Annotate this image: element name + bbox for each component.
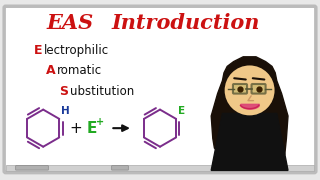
Polygon shape xyxy=(243,107,256,113)
FancyBboxPatch shape xyxy=(252,84,266,94)
Text: E: E xyxy=(34,44,42,57)
Text: E: E xyxy=(178,106,185,116)
Text: E: E xyxy=(87,121,97,136)
Text: EAS: EAS xyxy=(47,13,94,33)
Text: H: H xyxy=(61,106,70,116)
FancyBboxPatch shape xyxy=(233,84,247,94)
Text: A: A xyxy=(46,64,56,77)
Polygon shape xyxy=(211,57,288,164)
Text: +: + xyxy=(70,121,83,136)
Text: lectrophilic: lectrophilic xyxy=(44,44,109,57)
Text: S: S xyxy=(59,85,68,98)
Circle shape xyxy=(225,66,275,115)
FancyBboxPatch shape xyxy=(112,166,128,170)
Text: Introduction: Introduction xyxy=(111,13,260,33)
Text: romatic: romatic xyxy=(57,64,102,77)
Text: ubstitution: ubstitution xyxy=(70,85,134,98)
Text: +: + xyxy=(96,117,104,127)
Bar xyxy=(6,165,314,171)
FancyBboxPatch shape xyxy=(16,166,48,170)
Polygon shape xyxy=(211,113,288,170)
FancyBboxPatch shape xyxy=(4,6,316,173)
